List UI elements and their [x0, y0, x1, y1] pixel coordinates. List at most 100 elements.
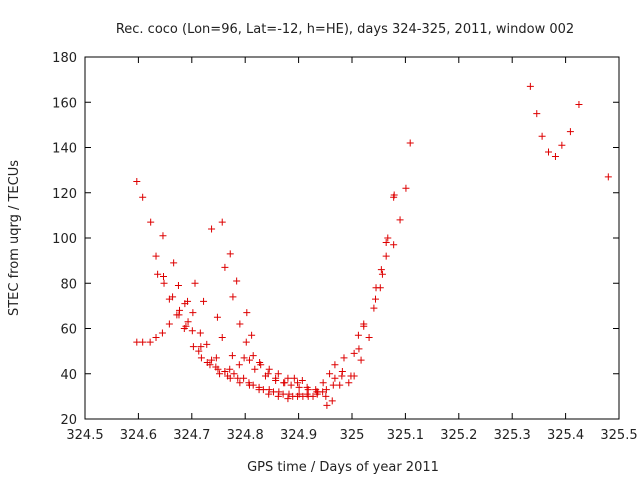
x-tick-label: 324.5 — [66, 428, 103, 443]
data-point-103 — [264, 370, 272, 378]
data-point-63 — [195, 347, 203, 355]
data-point-114 — [218, 334, 226, 342]
data-point-101 — [249, 352, 257, 360]
data-point-22 — [152, 334, 160, 342]
data-point-71 — [270, 388, 278, 396]
x-tick-label: 324.6 — [120, 428, 157, 443]
data-point-77 — [329, 381, 337, 389]
data-point-43 — [176, 306, 184, 314]
data-point-27 — [188, 327, 196, 335]
chart-title: Rec. coco (Lon=96, Lat=-12, h=HE), days … — [116, 22, 574, 37]
data-point-85 — [245, 356, 253, 364]
data-point-59 — [322, 386, 330, 394]
data-point-146 — [357, 356, 365, 364]
y-tick-label: 40 — [60, 368, 77, 383]
data-point-60 — [175, 311, 183, 319]
data-point-24 — [165, 320, 173, 328]
data-point-94 — [328, 397, 336, 405]
data-point-111 — [331, 374, 339, 382]
data-point-3 — [152, 252, 160, 260]
data-point-41 — [159, 272, 167, 280]
data-point-98 — [229, 293, 237, 301]
data-point-119 — [265, 390, 273, 398]
data-point-113 — [345, 379, 353, 387]
plot-frame — [84, 56, 620, 420]
data-point-140 — [390, 241, 398, 249]
data-point-145 — [350, 372, 358, 380]
data-point-93 — [322, 392, 330, 400]
data-point-89 — [284, 374, 292, 382]
data-point-65 — [212, 363, 220, 371]
data-point-66 — [221, 367, 229, 375]
data-point-128 — [340, 354, 348, 362]
data-point-61 — [182, 322, 190, 330]
data-point-104 — [272, 374, 280, 382]
data-point-108 — [304, 386, 312, 394]
x-tick-labels: 324.5 324.6 324.7 324.8 324.9 325 325.1 325.2 32… — [66, 428, 637, 443]
data-point-99 — [236, 320, 244, 328]
data-point-34 — [251, 365, 259, 373]
data-point-5 — [160, 279, 168, 287]
data-point-79 — [184, 297, 192, 305]
data-point-142 — [396, 216, 404, 224]
data-point-116 — [236, 379, 244, 387]
data-point-13 — [218, 218, 226, 226]
data-point-39 — [298, 377, 306, 385]
y-tick-label: 140 — [52, 142, 77, 157]
data-point-118 — [255, 386, 263, 394]
y-tick-label: 60 — [60, 323, 77, 338]
data-point-46 — [197, 354, 205, 362]
data-point-32 — [228, 352, 236, 360]
data-point-68 — [240, 374, 248, 382]
y-tick-label: 180 — [52, 51, 77, 66]
data-point-151 — [390, 191, 398, 199]
data-point-62 — [189, 309, 197, 317]
y-tick-labels: 20 40 60 80 100 120 140 160 180 — [52, 51, 77, 428]
data-point-30 — [212, 354, 220, 362]
data-point-17 — [243, 309, 251, 317]
data-point-19 — [133, 338, 141, 346]
data-point-121 — [284, 395, 292, 403]
data-point-120 — [274, 392, 282, 400]
data-point-134 — [370, 304, 378, 312]
data-point-67 — [230, 370, 238, 378]
data-point-154 — [538, 132, 546, 140]
x-tick-label: 325.1 — [387, 428, 424, 443]
data-point-28 — [196, 329, 204, 337]
data-point-144 — [406, 139, 414, 147]
x-tick-label: 324.9 — [280, 428, 317, 443]
axis-ticks — [84, 56, 620, 420]
data-point-8 — [174, 282, 182, 290]
data-point-83 — [226, 365, 234, 373]
data-point-136 — [376, 284, 384, 292]
data-point-130 — [355, 345, 363, 353]
y-axis-label: STEC from uqrg / TECUs — [7, 160, 22, 316]
data-point-123 — [303, 390, 311, 398]
data-point-105 — [280, 379, 288, 387]
data-point-159 — [575, 101, 583, 109]
data-point-1 — [139, 193, 147, 201]
data-point-42 — [169, 293, 177, 301]
y-tick-label: 160 — [52, 96, 77, 111]
data-point-106 — [287, 381, 295, 389]
data-point-82 — [216, 370, 224, 378]
y-tick-label: 100 — [52, 232, 77, 247]
data-point-44 — [184, 318, 192, 326]
data-point-4 — [159, 232, 167, 240]
x-tick-label: 325.3 — [494, 428, 531, 443]
data-point-115 — [226, 374, 234, 382]
x-tick-label: 325.5 — [600, 428, 637, 443]
data-point-152 — [526, 82, 534, 90]
data-point-21 — [146, 338, 154, 346]
data-point-81 — [208, 356, 216, 364]
data-point-148 — [371, 295, 379, 303]
data-point-131 — [354, 331, 362, 339]
data-point-38 — [290, 374, 298, 382]
data-point-158 — [566, 128, 574, 136]
data-point-138 — [382, 252, 390, 260]
x-tick-label: 324.8 — [227, 428, 264, 443]
data-point-127 — [331, 361, 339, 369]
data-point-12 — [208, 225, 216, 233]
data-point-16 — [233, 277, 241, 285]
